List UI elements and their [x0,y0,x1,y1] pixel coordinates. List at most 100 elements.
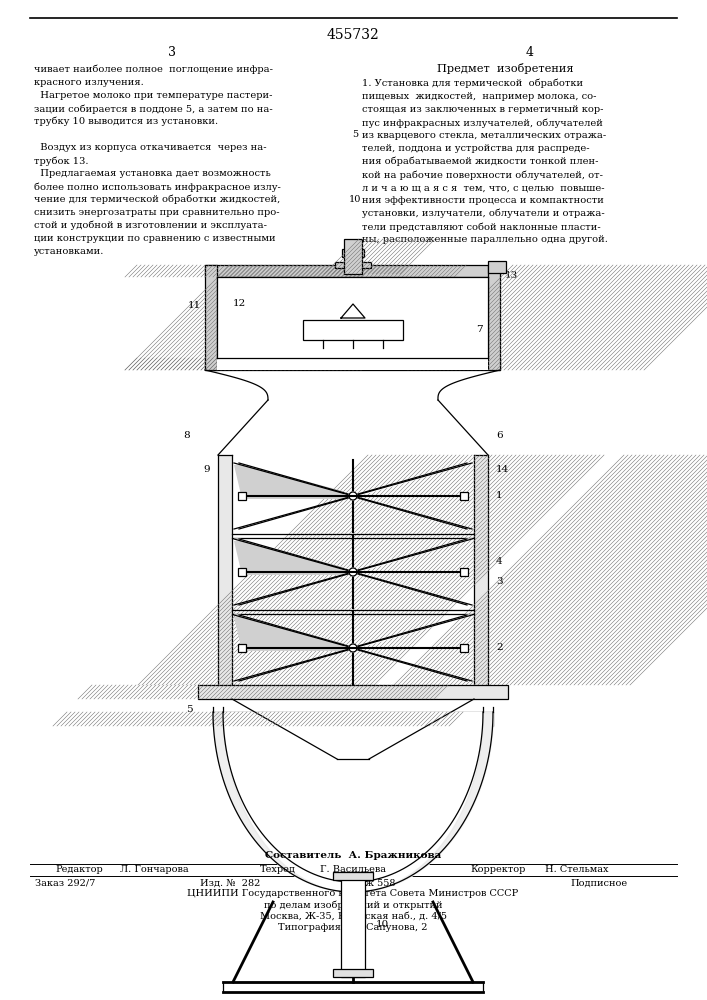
Polygon shape [234,615,355,648]
Text: Составитель  А. Бражникова: Составитель А. Бражникова [265,850,441,859]
Bar [218,455,232,685]
Text: 4: 4 [496,558,503,566]
Bar [205,265,217,370]
Text: чивает наиболее полное  поглощение инфра-: чивает наиболее полное поглощение инфра- [34,65,273,75]
Text: Н. Стельмах: Н. Стельмах [545,864,609,874]
Text: ции конструкции по сравнению с известными: ции конструкции по сравнению с известным… [34,234,276,243]
Text: 7: 7 [477,326,483,334]
Bar [488,265,500,370]
Bar [232,455,474,685]
Bar [344,239,362,274]
Bar [474,455,488,685]
Text: Предмет  изобретения: Предмет изобретения [437,63,573,74]
Text: 10: 10 [376,920,390,929]
Bar [488,261,506,273]
Polygon shape [351,539,472,572]
Text: 13: 13 [505,270,518,279]
Bar [341,872,365,977]
Text: чение для термической обработки жидкостей,: чение для термической обработки жидкосте… [34,195,280,205]
Text: по делам изобретений и открытий: по делам изобретений и открытий [264,900,443,910]
Text: Техред: Техред [260,864,296,874]
Text: красного излучения.: красного излучения. [34,78,144,87]
Text: кой на рабочие поверхности облучателей, от-: кой на рабочие поверхности облучателей, … [362,170,603,180]
Bar [344,239,362,274]
Text: ния эффективности процесса и компактности: ния эффективности процесса и компактност… [362,196,604,205]
Circle shape [349,644,357,652]
Text: Москва, Ж-35, Раушская наб., д. 4/5: Москва, Ж-35, Раушская наб., д. 4/5 [259,911,447,921]
Text: стоящая из заключенных в герметичный кор-: стоящая из заключенных в герметичный кор… [362,105,604,114]
Polygon shape [341,304,365,318]
Bar [205,265,217,370]
Text: зации собирается в поддоне 5, а затем по на-: зации собирается в поддоне 5, а затем по… [34,104,273,113]
Text: 4: 4 [526,45,534,58]
Text: 455732: 455732 [327,28,380,42]
Text: Редактор: Редактор [55,864,103,874]
Bar [213,712,493,726]
Bar [335,262,371,268]
Text: установки, излучатели, облучатели и отража-: установки, излучатели, облучатели и отра… [362,209,604,219]
Text: 11: 11 [188,300,201,310]
Text: Типография, пр. Сапунова, 2: Типография, пр. Сапунова, 2 [279,924,428,932]
Text: 3: 3 [168,45,176,58]
Bar [198,685,508,699]
Polygon shape [351,615,472,648]
Bar [460,492,468,500]
Text: 10: 10 [349,195,361,204]
Text: трубок 13.: трубок 13. [34,156,88,165]
Text: Изд. №  282: Изд. № 282 [200,879,260,888]
Polygon shape [351,463,472,496]
Text: снизить энергозатраты при сравнительно про-: снизить энергозатраты при сравнительно п… [34,208,280,217]
Polygon shape [234,463,355,496]
Text: стой и удобной в изготовлении и эксплуата-: стой и удобной в изготовлении и эксплуат… [34,221,267,231]
Bar [488,265,500,370]
Text: Воздух из корпуса откачивается  через на-: Воздух из корпуса откачивается через на- [34,143,267,152]
Text: 14: 14 [496,466,509,475]
Text: Г. Васильева: Г. Васильева [320,864,386,874]
Text: из кварцевого стекла, металлических отража-: из кварцевого стекла, металлических отра… [362,131,606,140]
Text: 9: 9 [204,466,210,475]
Bar [218,455,232,685]
Polygon shape [234,541,345,575]
Text: Предлагаемая установка дает возможность: Предлагаемая установка дает возможность [34,169,271,178]
Text: 5: 5 [352,130,358,139]
Bar [213,712,493,726]
Text: тели представляют собой наклонные пласти-: тели представляют собой наклонные пласти… [362,222,601,232]
Text: ЦНИИПИ Государственного комитета Совета Министров СССР: ЦНИИПИ Государственного комитета Совета … [187,890,519,898]
Bar [238,492,246,500]
Polygon shape [234,465,345,499]
Text: 3: 3 [496,578,503,586]
Bar [460,568,468,576]
Text: Нагретое молоко при температуре пастери-: Нагретое молоко при температуре пастери- [34,91,272,100]
Text: трубку 10 выводится из установки.: трубку 10 выводится из установки. [34,117,218,126]
Bar [205,358,500,370]
Text: 1: 1 [496,491,503,500]
Text: более полно использовать инфракрасное излу-: более полно использовать инфракрасное из… [34,182,281,192]
Bar [238,644,246,652]
Circle shape [349,492,357,500]
Text: 15: 15 [349,247,361,256]
Text: пус инфракрасных излучателей, облучателей: пус инфракрасных излучателей, облучателе… [362,118,603,127]
Text: пищевых  жидкостей,  например молока, со-: пищевых жидкостей, например молока, со- [362,92,597,101]
Polygon shape [234,539,355,572]
Bar [205,265,500,277]
Text: Корректор: Корректор [470,864,525,874]
Bar [333,872,373,880]
Text: телей, поддона и устройства для распреде-: телей, поддона и устройства для распреде… [362,144,590,153]
Text: 2: 2 [496,644,503,652]
Bar [205,358,500,370]
Text: ны, расположенные параллельно одна другой.: ны, расположенные параллельно одна друго… [362,235,608,244]
Bar [303,320,403,340]
Bar [474,455,488,685]
Text: 12: 12 [233,298,245,308]
Bar [333,969,373,977]
Text: 8: 8 [183,430,190,440]
Text: Л. Гончарова: Л. Гончарова [120,864,189,874]
Text: 5: 5 [187,704,193,714]
Bar [460,644,468,652]
Bar [205,265,500,277]
Bar [238,568,246,576]
Bar [198,685,508,699]
Text: установками.: установками. [34,247,105,256]
Text: 1. Установка для термической  обработки: 1. Установка для термической обработки [362,79,583,89]
Text: л и ч а ю щ а я с я  тем, что, с целью  повыше-: л и ч а ю щ а я с я тем, что, с целью по… [362,183,604,192]
